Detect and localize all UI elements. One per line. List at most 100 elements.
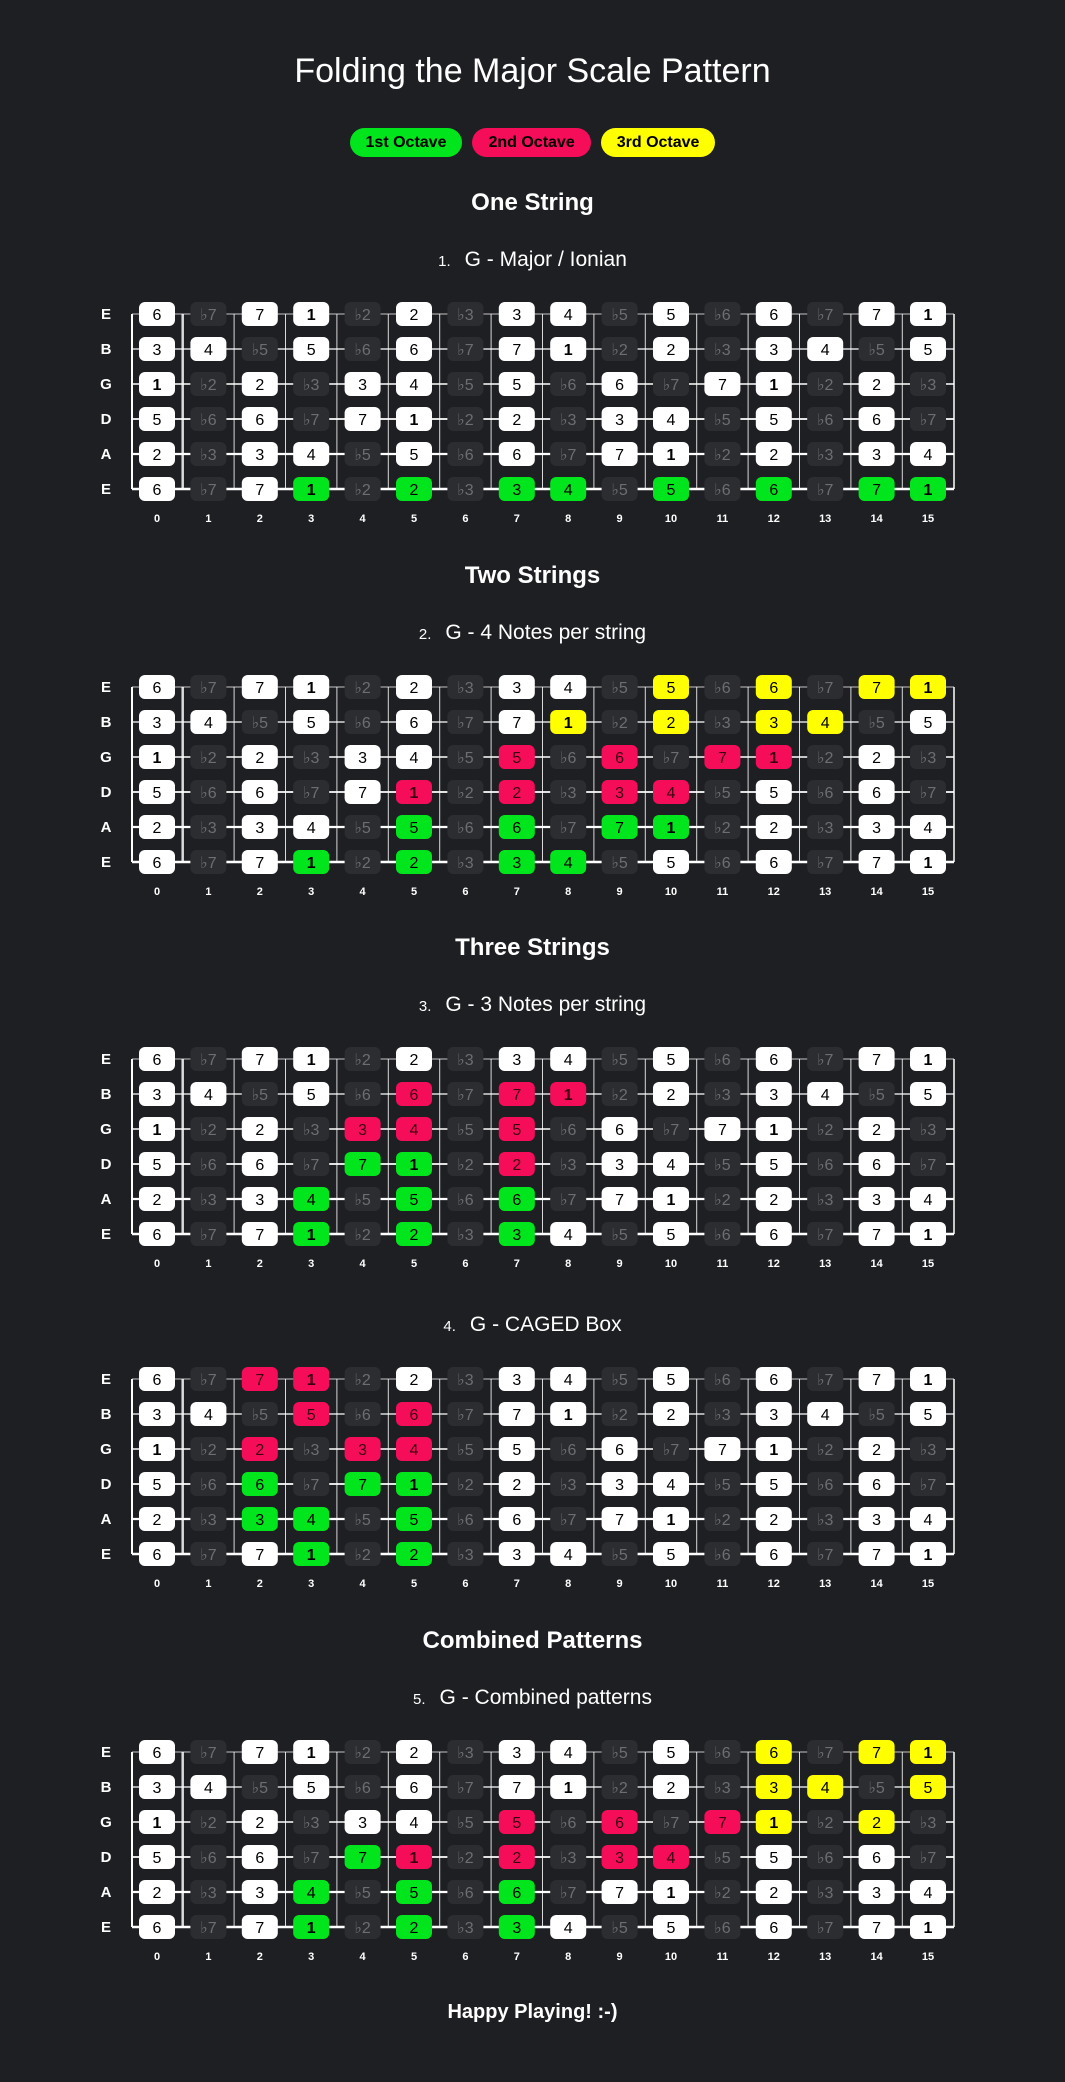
note-box — [910, 1542, 946, 1566]
note-label: ♭5 — [252, 715, 269, 732]
diagram-number: 4. — [443, 1318, 456, 1335]
note-label: 7 — [718, 1122, 727, 1139]
note-label: ♭7 — [457, 1407, 474, 1424]
note-label: ♭6 — [560, 1815, 577, 1832]
note-label: ♭7 — [663, 750, 680, 767]
note-box — [858, 1775, 895, 1799]
note-label: 2 — [410, 680, 419, 697]
note-label: 4 — [204, 342, 213, 359]
note-label: 2 — [769, 1885, 778, 1902]
note-box — [498, 780, 535, 804]
note-box — [241, 1507, 278, 1531]
note-box — [241, 815, 278, 839]
note-box — [807, 1472, 844, 1496]
note-label: ♭6 — [714, 1372, 731, 1389]
note-label: 3 — [512, 1745, 521, 1762]
diagram-name: G - CAGED Box — [469, 1313, 622, 1336]
note-box — [498, 407, 535, 431]
note-label: ♭3 — [457, 1227, 474, 1244]
note-box — [344, 745, 381, 769]
note-label: ♭7 — [663, 377, 680, 394]
note-label: ♭5 — [252, 1407, 269, 1424]
note-label: ♭2 — [611, 342, 628, 359]
note-label: ♭6 — [200, 1157, 217, 1174]
note-box — [190, 1437, 227, 1461]
note-label: 1 — [410, 412, 419, 429]
note-box — [858, 675, 895, 699]
note-label: 3 — [872, 1885, 881, 1902]
note-label: ♭2 — [354, 680, 371, 697]
note-label: 7 — [872, 1372, 881, 1389]
note-box — [139, 1775, 175, 1799]
note-label: 4 — [924, 820, 933, 837]
note-label: 2 — [153, 1512, 162, 1529]
string-name-label: E — [101, 1051, 111, 1068]
note-label: ♭5 — [457, 1442, 474, 1459]
note-label: 4 — [564, 307, 573, 324]
note-label: 2 — [667, 1087, 676, 1104]
note-box — [396, 1187, 432, 1211]
note-label: ♭7 — [200, 1372, 217, 1389]
note-label: 7 — [358, 412, 367, 429]
note-label: ♭3 — [457, 1920, 474, 1937]
note-label: ♭3 — [560, 785, 577, 802]
note-label: 3 — [512, 855, 521, 872]
note-label: 7 — [872, 1227, 881, 1244]
diagram-title-5: 5. G - Combined patterns — [0, 1686, 1065, 1710]
note-label: ♭3 — [714, 1407, 731, 1424]
note-label: 3 — [358, 377, 367, 394]
note-label: 2 — [667, 342, 676, 359]
note-label: 5 — [667, 1547, 676, 1564]
note-box — [344, 337, 381, 361]
note-label: 2 — [153, 1885, 162, 1902]
note-box — [344, 675, 381, 699]
note-box — [396, 1472, 432, 1496]
note-label: 3 — [512, 1920, 521, 1937]
note-label: 5 — [512, 377, 521, 394]
note-label: 2 — [872, 750, 881, 767]
note-box — [704, 815, 741, 839]
fret-number-label: 0 — [154, 886, 160, 898]
note-box — [498, 675, 535, 699]
note-box — [241, 1047, 278, 1071]
string-name-label: G — [100, 376, 112, 393]
note-box — [447, 477, 484, 501]
note-box — [139, 1117, 175, 1141]
note-box — [910, 1915, 946, 1939]
note-box — [807, 815, 844, 839]
note-label: 3 — [615, 412, 624, 429]
note-label: 1 — [924, 1547, 933, 1564]
string-name-label: A — [101, 1884, 112, 1901]
note-label: 5 — [153, 1477, 162, 1494]
note-box — [807, 407, 844, 431]
fret-number-label: 8 — [565, 1578, 571, 1590]
note-label: 6 — [769, 1372, 778, 1389]
note-box — [601, 1047, 638, 1071]
string-name-label: G — [100, 749, 112, 766]
note-box — [858, 1810, 895, 1834]
note-box — [241, 1402, 278, 1426]
note-box — [807, 1740, 844, 1764]
note-box — [704, 407, 741, 431]
fret-number-label: 7 — [514, 1951, 520, 1963]
note-box — [704, 1367, 741, 1391]
note-box — [344, 1367, 381, 1391]
note-box — [550, 1472, 587, 1496]
note-label: 4 — [307, 447, 316, 464]
note-box — [755, 1740, 792, 1764]
note-label: ♭5 — [611, 1372, 628, 1389]
note-box — [550, 1152, 587, 1176]
note-box — [601, 1880, 638, 1904]
note-box — [396, 1152, 432, 1176]
fret-number-label: 1 — [205, 513, 211, 525]
note-box — [755, 1437, 792, 1461]
note-label: 2 — [255, 1815, 264, 1832]
note-label: 2 — [512, 412, 521, 429]
fret-number-label: 6 — [462, 886, 468, 898]
string-name-label: B — [101, 341, 112, 358]
note-box — [550, 302, 587, 326]
note-label: 1 — [769, 377, 778, 394]
note-label: 6 — [872, 412, 881, 429]
note-box — [704, 372, 741, 396]
